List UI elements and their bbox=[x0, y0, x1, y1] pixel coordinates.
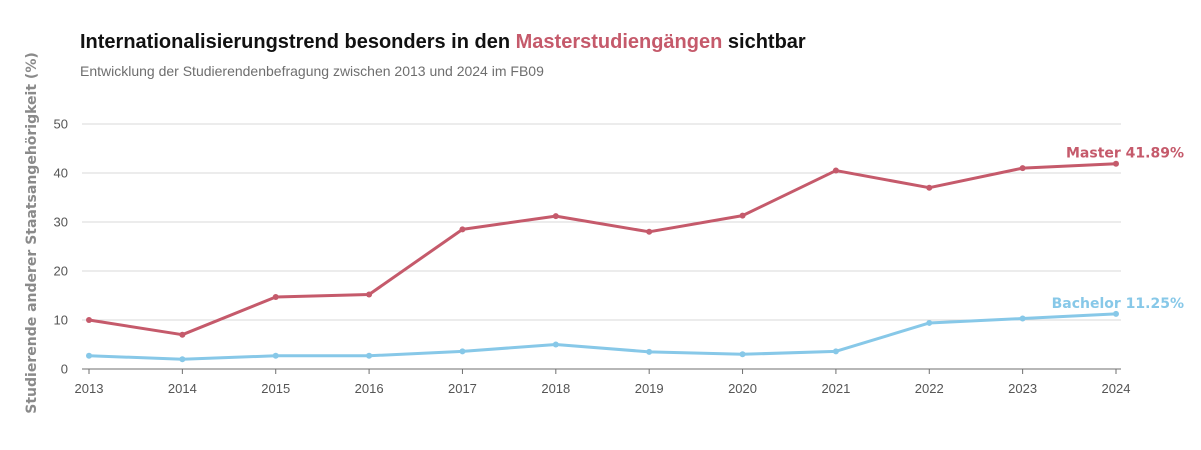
y-tick-label: 0 bbox=[61, 362, 68, 377]
x-tick-label: 2013 bbox=[75, 381, 104, 396]
y-tick-label: 40 bbox=[54, 166, 68, 181]
data-point-master bbox=[366, 291, 373, 298]
data-point-master bbox=[832, 167, 839, 174]
title-highlight: Masterstudiengängen bbox=[515, 31, 723, 53]
series-line-master bbox=[87, 162, 1118, 337]
end-label-bachelor: Bachelor 11.25% bbox=[1052, 296, 1184, 312]
data-point-master bbox=[552, 213, 559, 220]
data-point-master bbox=[179, 331, 186, 338]
x-tick-label: 2022 bbox=[915, 381, 944, 396]
data-point-master bbox=[739, 212, 746, 219]
data-point-bachelor bbox=[926, 319, 933, 326]
data-point-master bbox=[1113, 160, 1119, 167]
gridlines bbox=[82, 123, 1121, 370]
x-tick-label: 2016 bbox=[355, 381, 384, 396]
chart-subtitle: Entwicklung der Studierendenbefragung zw… bbox=[80, 63, 544, 79]
axes: 0 10 20 30 40 50 2013 2014 2015 2016 2017 2018 2019 2… bbox=[54, 117, 1131, 397]
data-point-bachelor bbox=[179, 356, 186, 363]
x-tick-label: 2024 bbox=[1102, 381, 1131, 396]
data-point-master bbox=[86, 317, 92, 323]
x-tick-label: 2015 bbox=[261, 381, 290, 396]
y-tick-label: 10 bbox=[54, 313, 68, 328]
y-tick-label: 30 bbox=[54, 215, 68, 230]
title-part-3: sichtbar bbox=[722, 31, 806, 53]
data-point-bachelor bbox=[739, 351, 746, 358]
data-point-bachelor bbox=[552, 341, 559, 348]
data-point-master bbox=[646, 228, 653, 235]
data-point-bachelor bbox=[832, 348, 839, 355]
series-layer: Master 41.89% Bachelor 11.25% bbox=[86, 146, 1184, 363]
y-tick-label: 50 bbox=[54, 117, 68, 132]
x-tick-label: 2019 bbox=[635, 381, 664, 396]
data-point-bachelor bbox=[646, 348, 653, 355]
data-point-bachelor bbox=[366, 352, 373, 359]
x-tick-label: 2014 bbox=[168, 381, 197, 396]
x-tick-label: 2020 bbox=[728, 381, 757, 396]
x-tick-label: 2021 bbox=[821, 381, 850, 396]
series-line-bachelor bbox=[87, 312, 1118, 361]
title-part-1: Internationalisierungstrend besonders in… bbox=[80, 31, 516, 53]
data-point-master bbox=[926, 184, 933, 191]
data-point-bachelor bbox=[1113, 310, 1119, 317]
data-point-bachelor bbox=[459, 348, 466, 355]
x-tick-label: 2017 bbox=[448, 381, 477, 396]
data-point-master bbox=[272, 293, 279, 300]
data-point-master bbox=[459, 226, 466, 233]
data-point-bachelor bbox=[272, 352, 279, 359]
x-tick-label: 2023 bbox=[1008, 381, 1037, 396]
data-point-bachelor bbox=[1019, 315, 1026, 322]
x-tick-label: 2018 bbox=[541, 381, 570, 396]
data-point-bachelor bbox=[86, 352, 92, 359]
y-axis-label: Studierende anderer Staatsangehörigkeit … bbox=[24, 52, 40, 413]
y-tick-label: 20 bbox=[54, 264, 68, 279]
chart-title: Internationalisierungstrend besonders in… bbox=[80, 31, 806, 54]
end-label-master: Master 41.89% bbox=[1066, 146, 1184, 162]
data-point-master bbox=[1019, 165, 1026, 172]
